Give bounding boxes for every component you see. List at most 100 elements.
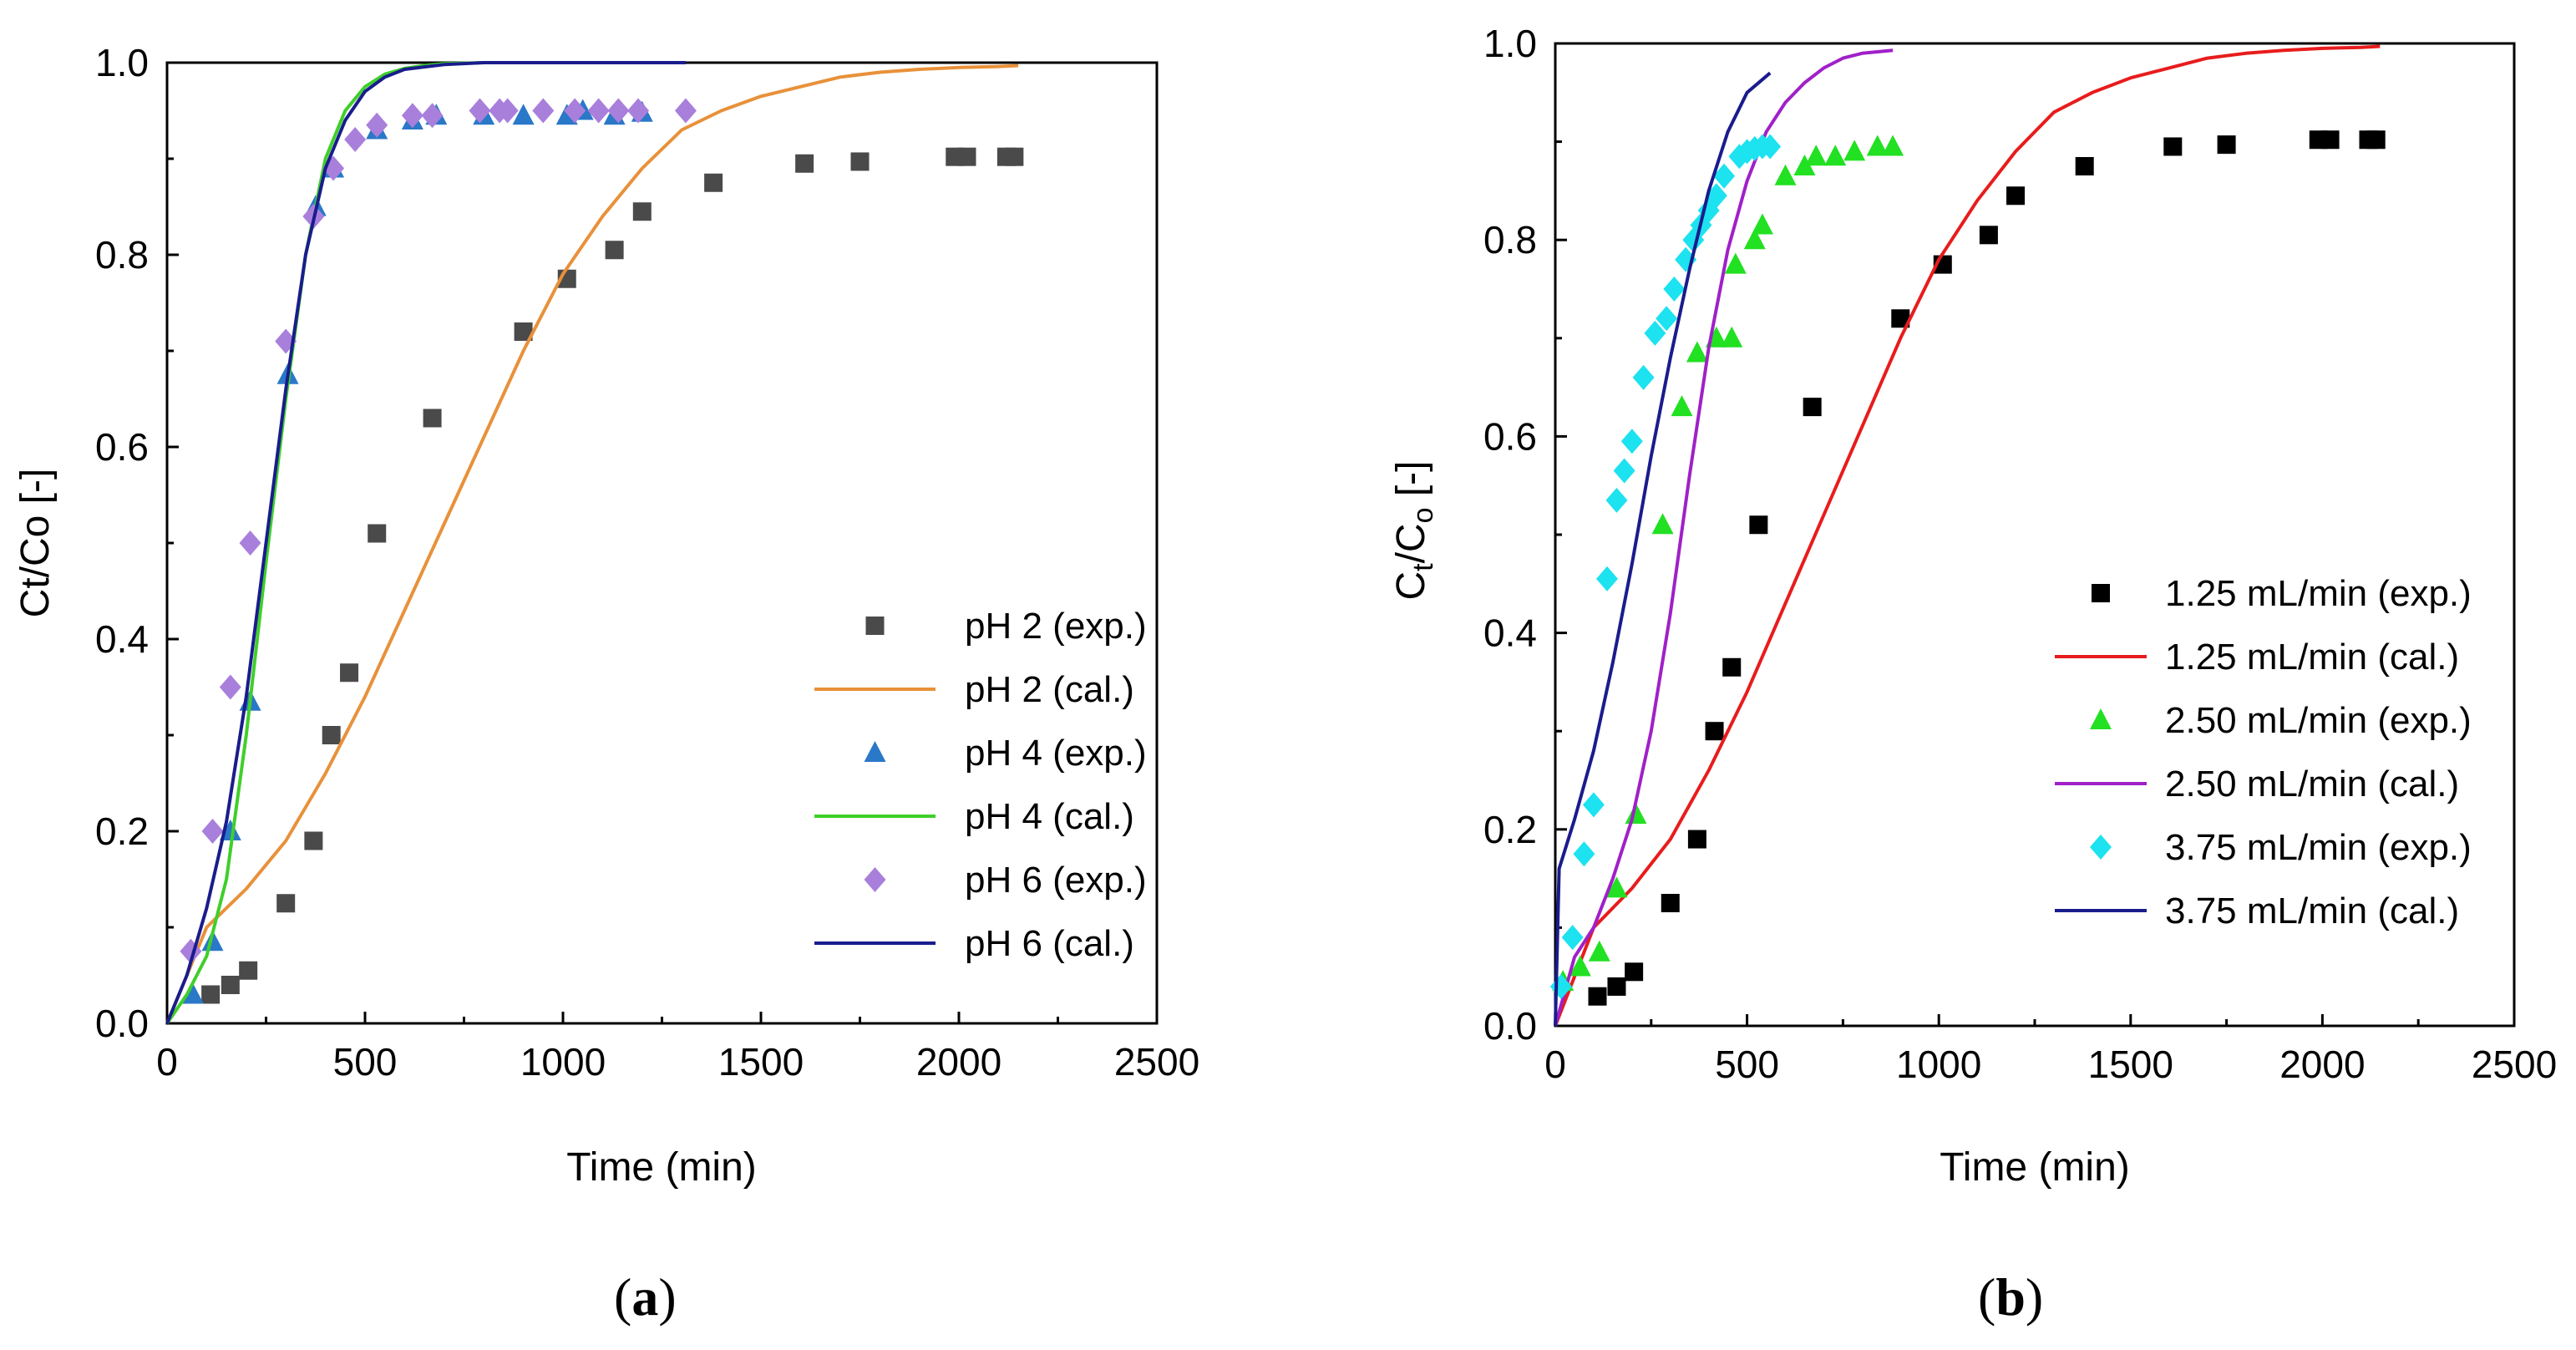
data-point [1805, 145, 1828, 166]
chart-panel-b: 0 500 1000 1500 2000 2500 0.0 0.2 0.4 0.6 0.8 1.0 Ti… [1389, 22, 2557, 1327]
data-point [219, 674, 241, 700]
data-point [1687, 830, 1706, 849]
data-point [1573, 841, 1595, 867]
legend-label: 3.75 mL/min (exp.) [2165, 827, 2472, 868]
data-point [344, 127, 367, 152]
y-axis-title-part: o [1407, 507, 1439, 523]
data-point [1749, 515, 1768, 535]
legend-swatch [2090, 708, 2112, 729]
y-tick-label: 0.8 [95, 233, 149, 277]
data-point [2006, 186, 2026, 206]
y-axis-title-part: C [1389, 571, 1433, 601]
series-a-1 [165, 63, 1019, 1024]
data-point [2366, 130, 2386, 150]
y-axis-title-part: /C [1389, 523, 1433, 563]
panel-label-open: ( [614, 1267, 631, 1327]
series-a-4 [180, 98, 697, 964]
data-point [1632, 364, 1655, 390]
series-b-2 [1552, 134, 1904, 992]
data-point [340, 663, 359, 683]
legend-label: pH 2 (cal.) [965, 669, 1134, 710]
data-point [1656, 306, 1678, 332]
data-point [1671, 395, 1693, 417]
legend-swatch [865, 617, 885, 635]
data-point [421, 103, 444, 129]
x-tick-label: 500 [1715, 1043, 1779, 1086]
y-tick-label: 0.0 [1483, 1004, 1537, 1048]
panel-label-letter: a [631, 1267, 658, 1327]
data-point [1743, 228, 1766, 250]
series-line [165, 63, 1019, 1024]
data-point [1613, 458, 1635, 484]
panel-label-close: ) [658, 1267, 676, 1327]
y-axis-title-part: [-] [1389, 460, 1433, 507]
data-point [401, 103, 423, 129]
y-tick-label: 0.6 [95, 425, 149, 469]
data-point [850, 152, 870, 171]
series-a-0 [201, 147, 1024, 1004]
x-tick-label: 2000 [2279, 1043, 2365, 1086]
data-point [512, 104, 535, 125]
data-point [605, 241, 624, 260]
legend-label: pH 4 (exp.) [965, 733, 1147, 774]
data-point [368, 524, 387, 543]
data-point [1686, 341, 1708, 363]
legend-swatch [864, 741, 886, 762]
data-point [795, 154, 814, 173]
data-point [1005, 147, 1024, 166]
series-b-5 [1554, 71, 1772, 1027]
data-point [704, 173, 723, 192]
y-tick-label: 1.0 [1483, 22, 1537, 65]
data-point [1721, 326, 1743, 348]
legend-swatch [2092, 584, 2110, 602]
y-tick-label: 0.4 [95, 617, 149, 661]
legend: pH 2 (exp.) pH 2 (cal.) pH 4 (exp.) pH 4 (c… [814, 606, 1147, 964]
data-point [2075, 157, 2094, 175]
data-point [2163, 137, 2183, 156]
data-point [201, 819, 224, 844]
data-point [181, 982, 204, 1004]
data-point [2320, 130, 2340, 150]
legend-label: 2.50 mL/min (exp.) [2165, 700, 2472, 741]
x-tick-label: 1500 [718, 1040, 804, 1084]
data-point [1843, 140, 1866, 161]
legend-label: 1.25 mL/min (exp.) [2165, 573, 2472, 614]
data-point [627, 98, 650, 124]
panel-label: (b) [1978, 1267, 2043, 1327]
y-tick-label: 0.2 [95, 809, 149, 853]
legend-label: pH 6 (cal.) [965, 923, 1134, 964]
data-point [322, 726, 341, 744]
data-point [1759, 134, 1782, 160]
data-point [1625, 962, 1644, 982]
legend: 1.25 mL/min (exp.) 1.25 mL/min (cal.) 2.50… [2055, 573, 2472, 931]
plot-frame [1554, 42, 2516, 1028]
data-point [1713, 163, 1736, 189]
data-point [587, 98, 610, 124]
data-point [1661, 894, 1680, 912]
x-tick-label: 2500 [2472, 1043, 2557, 1086]
series-b-4 [1549, 134, 1782, 999]
x-tick-label: 1000 [1896, 1043, 1981, 1086]
y-tick-label: 1.0 [95, 41, 149, 84]
x-tick-label: 1000 [520, 1040, 606, 1084]
data-point [1891, 309, 1910, 328]
series-line [1554, 48, 1894, 1027]
data-point [957, 147, 976, 166]
data-point [1620, 429, 1643, 454]
data-point [423, 409, 442, 428]
series-line [165, 61, 686, 1024]
data-point [221, 976, 240, 994]
series-a-5 [165, 61, 686, 1024]
data-point [239, 961, 258, 980]
legend-label: pH 6 (exp.) [965, 860, 1147, 901]
y-tick-label: 0.8 [1483, 218, 1537, 261]
data-point [1607, 977, 1626, 996]
data-point [1724, 252, 1747, 274]
data-point [1705, 183, 1727, 209]
x-axis-title: Time (min) [1940, 1145, 2130, 1190]
data-point [514, 322, 533, 341]
y-axis-title-part: t [1407, 563, 1439, 571]
data-point [1866, 134, 1889, 156]
legend-label: pH 4 (cal.) [965, 796, 1134, 837]
